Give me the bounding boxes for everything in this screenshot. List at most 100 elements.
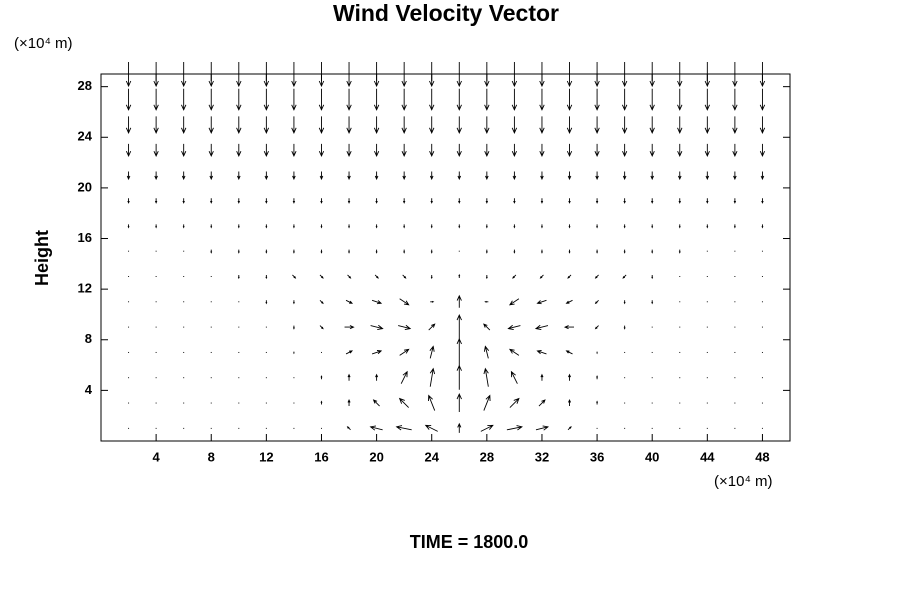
y-unit: (×10⁴ m): [14, 35, 73, 52]
vector: [508, 298, 520, 306]
vector: [507, 324, 521, 331]
vector: [485, 198, 489, 204]
vector: [534, 324, 549, 331]
vector: [292, 198, 296, 204]
vector: [292, 171, 296, 181]
vector: [429, 116, 435, 134]
vector: [480, 424, 494, 432]
x-unit: (×10⁴ m): [714, 473, 773, 490]
vector: [430, 274, 433, 280]
y-tick-label: 20: [78, 179, 92, 194]
vector: [402, 198, 406, 204]
vector: [566, 88, 573, 111]
y-tick-label: 16: [78, 230, 92, 245]
vector: [621, 116, 628, 134]
y-tick-label: 8: [85, 331, 92, 346]
vector: [621, 88, 628, 111]
vector: [484, 300, 489, 303]
vector: [457, 422, 462, 433]
vector: [265, 249, 268, 254]
x-tick-label: 48: [755, 449, 769, 464]
vector: [678, 249, 681, 254]
vector: [651, 249, 654, 254]
vector: [485, 171, 489, 181]
y-tick-label: 28: [78, 78, 92, 93]
vector: [563, 325, 575, 330]
vector: [510, 370, 518, 384]
vector: [485, 224, 488, 229]
vector: [430, 249, 433, 254]
vector: [704, 116, 710, 134]
vector: [706, 198, 709, 204]
vector: [398, 324, 412, 331]
vector: [126, 171, 131, 181]
vector: [539, 116, 545, 134]
vector: [458, 273, 461, 278]
vector: [292, 274, 297, 279]
vector: [403, 249, 406, 254]
vector: [292, 300, 295, 305]
x-tick-label: 40: [645, 449, 659, 464]
vector: [623, 249, 626, 254]
vector: [541, 224, 543, 229]
vector: [430, 300, 435, 303]
vector: [677, 171, 682, 181]
vector: [181, 143, 187, 158]
vector: [263, 62, 270, 88]
y-tick-label: 24: [78, 129, 93, 144]
vector: [704, 143, 710, 158]
vector: [511, 62, 518, 88]
vector: [348, 249, 350, 254]
vector: [373, 88, 380, 111]
vector: [513, 224, 516, 229]
vector: [484, 62, 490, 88]
x-tick-label: 28: [480, 449, 494, 464]
y-tick-label: 12: [78, 281, 92, 296]
vector: [401, 143, 407, 158]
vector: [513, 249, 516, 254]
vector: [677, 88, 683, 111]
vector: [541, 249, 543, 254]
vector: [759, 116, 766, 134]
vector: [371, 350, 383, 355]
vector: [371, 299, 383, 305]
vector: [651, 274, 654, 280]
vector: [181, 171, 186, 181]
vector: [153, 62, 159, 88]
vector: [596, 400, 599, 405]
vector: [429, 88, 435, 111]
vector: [568, 198, 571, 204]
vector: [733, 171, 737, 181]
vector: [154, 198, 158, 204]
vector: [347, 373, 351, 381]
vector: [374, 274, 379, 279]
vector: [677, 62, 683, 88]
vector: [622, 274, 627, 279]
vector: [484, 88, 490, 111]
vector: [319, 299, 324, 305]
vector: [511, 88, 518, 111]
vector: [484, 116, 490, 134]
vector: [650, 171, 654, 181]
vector: [348, 224, 350, 229]
vector: [596, 375, 599, 380]
vector: [320, 249, 323, 254]
y-axis-label: Height: [32, 230, 52, 286]
vector: [237, 198, 241, 204]
vector: [649, 62, 655, 88]
vector: [155, 224, 158, 229]
vector: [594, 299, 599, 305]
vector: [759, 88, 766, 111]
vector: [595, 198, 599, 204]
vector: [704, 62, 710, 88]
vector: [347, 274, 352, 279]
vector: [429, 367, 436, 387]
vector: [536, 299, 547, 305]
vector: [513, 198, 516, 204]
vector: [373, 62, 380, 88]
vector: [345, 299, 354, 304]
vector: [456, 116, 462, 134]
vector: [540, 198, 544, 204]
x-tick-label: 4: [153, 449, 161, 464]
vector: [649, 143, 655, 158]
